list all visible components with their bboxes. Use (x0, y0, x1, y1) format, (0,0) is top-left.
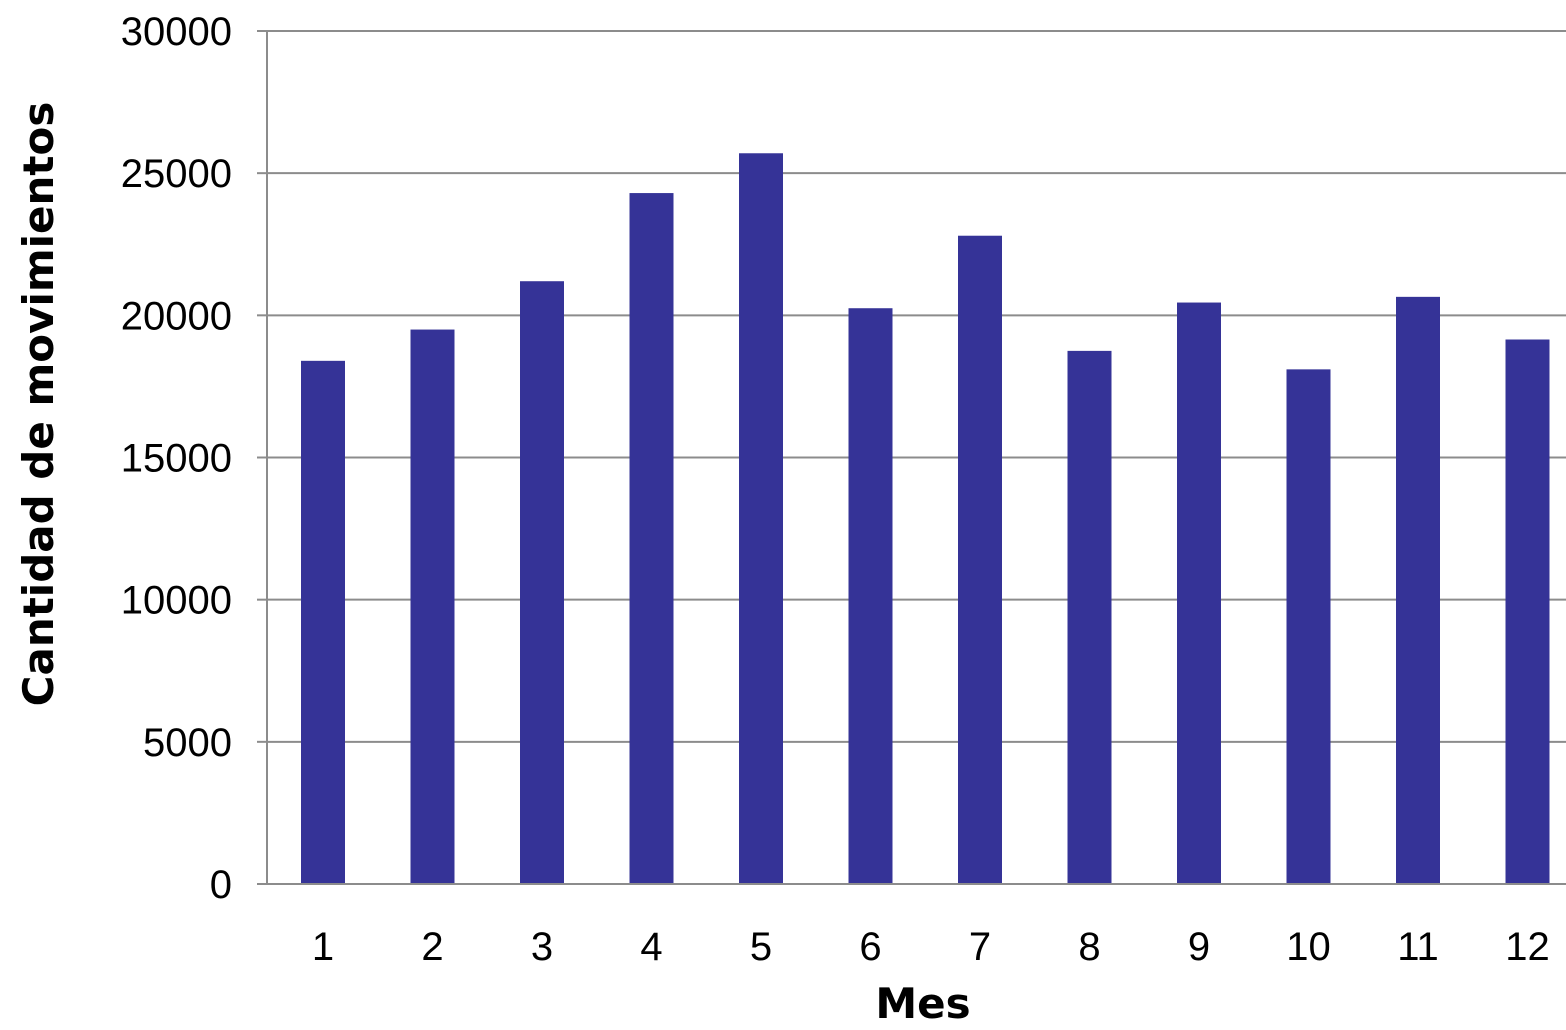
x-tick-labels: 1 2 3 4 5 6 7 8 9 10 11 12 (312, 925, 1550, 969)
x-tick-label: 7 (969, 925, 991, 969)
x-tick-label: 11 (1397, 925, 1439, 969)
y-tick-label: 20000 (121, 294, 232, 338)
x-tick-label: 6 (859, 925, 881, 969)
bar-9 (1177, 302, 1221, 884)
y-tick-label: 10000 (121, 579, 232, 623)
x-tick-label: 10 (1286, 925, 1331, 969)
bar-7 (958, 235, 1002, 885)
x-tick-label: 8 (1078, 925, 1100, 969)
gridlines (257, 30, 1566, 885)
bar-5 (739, 153, 783, 885)
axes (266, 31, 1566, 885)
x-tick-label: 4 (640, 925, 662, 969)
y-tick-label: 15000 (121, 437, 232, 481)
x-tick-label: 9 (1188, 925, 1210, 969)
x-tick-label: 3 (531, 925, 553, 969)
bar-12 (1505, 339, 1550, 884)
y-tick-label: 30000 (121, 10, 232, 54)
y-tick-label: 0 (210, 863, 232, 907)
x-axis-title: Mes (875, 979, 970, 1028)
bar-6 (848, 308, 893, 885)
bar-2 (410, 329, 455, 884)
x-tick-label: 12 (1505, 925, 1550, 969)
y-tick-label: 25000 (121, 152, 232, 196)
y-tick-label: 5000 (143, 721, 232, 765)
x-tick-label: 5 (750, 925, 772, 969)
bar-8 (1067, 350, 1112, 884)
x-tick-label: 2 (421, 925, 443, 969)
bar-3 (520, 281, 564, 884)
bar-4 (629, 193, 674, 884)
bar-1 (301, 360, 345, 884)
y-tick-labels: 0 5000 10000 15000 20000 25000 30000 (121, 10, 232, 907)
bar-11 (1396, 296, 1440, 884)
x-tick-label: 1 (312, 925, 334, 969)
bars (301, 153, 1550, 885)
bar-10 (1286, 369, 1331, 884)
y-axis-title: Cantidad de movimientos (14, 102, 63, 707)
